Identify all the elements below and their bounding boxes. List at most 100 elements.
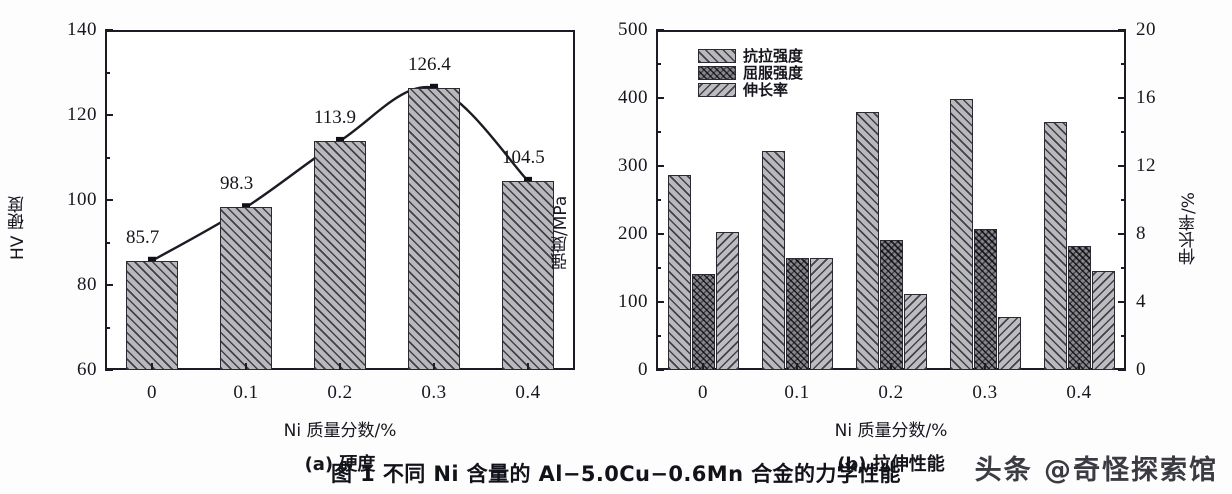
bar-yield-strength — [691, 274, 715, 370]
y-tick-major-right — [1118, 301, 1126, 303]
x-axis-title-a: Ni 质量分数/% — [283, 421, 397, 441]
legend-label: 抗拉强度 — [743, 47, 804, 65]
y-tick-label: 140 — [67, 19, 97, 40]
legend-item: 屈服强度 — [698, 64, 804, 82]
y-tick-minor-left — [656, 335, 661, 337]
y-tick-label-left: 0 — [638, 359, 648, 380]
bar-hardness — [502, 180, 554, 370]
y-tick-minor — [105, 326, 110, 329]
legend-label: 屈服强度 — [743, 64, 804, 82]
subcaption-b: (b) 拉伸性能 — [837, 454, 945, 475]
x-tick-label: 0.3 — [421, 382, 447, 403]
y-tick-major-left — [656, 97, 664, 99]
y-tick-major-right — [1118, 29, 1126, 31]
bar-hardness — [126, 260, 178, 370]
legend-swatch — [698, 65, 736, 80]
watermark: 头条 @奇怪探索馆 — [974, 455, 1218, 486]
y-tick-minor-right — [1121, 267, 1126, 269]
bar-elongation — [997, 317, 1021, 370]
x-tick — [433, 363, 435, 370]
x-tick — [527, 363, 529, 370]
y-tick-major — [105, 284, 113, 286]
legend-b: 抗拉强度 屈服强度 伸长率 — [698, 47, 804, 99]
y-tick-major-right — [1118, 97, 1126, 99]
y-tick-minor — [105, 241, 110, 244]
bar-value-label: 104.5 — [502, 146, 545, 168]
legend-swatch — [698, 48, 736, 63]
chart-panel-tensile: 抗拉强度 屈服强度 伸长率 强度/MPa 伸长率/% Ni 质量分数/% (b) 拉… — [551, 0, 1232, 475]
y-tick-major-left — [656, 165, 664, 167]
y-tick-minor-right — [1121, 131, 1126, 133]
y-tick-major-right — [1118, 369, 1126, 371]
bar-value-label: 113.9 — [314, 106, 357, 128]
bar-yield-strength — [879, 240, 903, 370]
y-tick-major-right — [1118, 233, 1126, 235]
y-tick-label-left: 400 — [618, 87, 648, 108]
y-tick-label-left: 500 — [618, 19, 648, 40]
y-tick-major-left — [656, 29, 664, 31]
y-tick-label: 80 — [77, 274, 97, 295]
bar-tensile-strength — [855, 111, 879, 370]
y-tick-minor — [105, 71, 110, 74]
bar-value-label: 98.3 — [220, 173, 254, 195]
x-tick-label: 0.2 — [878, 382, 904, 403]
y-tick-major-right — [1118, 165, 1126, 167]
x-tick-label: 0.3 — [972, 382, 998, 403]
bar-hardness — [408, 87, 460, 370]
y-axis-title-a: HV 硬度 — [8, 196, 28, 260]
bar-tensile-strength — [949, 99, 973, 370]
subcaption-a: (a) 硬度 — [304, 454, 376, 475]
bar-elongation — [715, 232, 739, 370]
bar-elongation — [809, 257, 833, 370]
plot-area-a — [105, 29, 575, 371]
y-tick-minor-left — [656, 63, 661, 65]
bar-yield-strength — [785, 257, 809, 370]
bar-yield-strength — [973, 229, 997, 370]
y-tick-major — [105, 29, 113, 31]
x-tick — [890, 363, 892, 370]
x-tick-label: 0.1 — [784, 382, 810, 403]
bar-elongation — [1091, 271, 1115, 370]
x-tick-label: 0.1 — [233, 382, 259, 403]
legend-label: 伸长率 — [743, 81, 789, 99]
chart-panel-hardness: HV 硬度 Ni 质量分数/% (a) 硬度 60 80 100 120 140 0 85.… — [0, 0, 616, 475]
bar-hardness — [220, 207, 272, 370]
bar-tensile-strength — [761, 151, 785, 370]
y-axis-title-b-right: 伸长率/% — [1179, 192, 1199, 265]
y-tick-label-right: 16 — [1136, 87, 1156, 108]
x-tick-label: 0.4 — [1066, 382, 1092, 403]
y-tick-label-left: 200 — [618, 223, 648, 244]
bar-yield-strength — [1067, 245, 1091, 370]
x-axis-title-b: Ni 质量分数/% — [834, 421, 948, 441]
y-tick-label: 100 — [67, 189, 97, 210]
legend-item: 伸长率 — [698, 81, 803, 99]
y-tick-major-left — [656, 233, 664, 235]
legend-item: 抗拉强度 — [698, 47, 804, 65]
x-tick — [245, 363, 247, 370]
bar-tensile-strength — [1043, 122, 1067, 370]
bar-tensile-strength — [667, 174, 691, 370]
x-tick — [796, 363, 798, 370]
x-tick-label: 0.4 — [515, 382, 541, 403]
y-tick-label-right: 8 — [1136, 223, 1146, 244]
y-tick-major-left — [656, 369, 664, 371]
x-tick — [984, 363, 986, 370]
x-tick — [339, 363, 341, 370]
x-tick-label: 0 — [147, 382, 157, 403]
x-tick — [1078, 363, 1080, 370]
y-tick-label-left: 100 — [618, 291, 648, 312]
bar-value-label: 126.4 — [408, 53, 451, 75]
y-tick-minor-left — [656, 267, 661, 269]
bar-hardness — [314, 140, 366, 370]
y-tick-major — [105, 199, 113, 201]
legend-swatch — [698, 82, 736, 97]
y-tick-major — [105, 114, 113, 116]
y-tick-minor-right — [1121, 63, 1126, 65]
y-tick-label-right: 0 — [1136, 359, 1146, 380]
y-tick-label-right: 12 — [1136, 155, 1156, 176]
y-axis-title-b: 强度/MPa — [551, 195, 571, 270]
y-tick-minor — [105, 156, 110, 159]
y-tick-label: 120 — [67, 104, 97, 125]
y-tick-major-left — [656, 301, 664, 303]
